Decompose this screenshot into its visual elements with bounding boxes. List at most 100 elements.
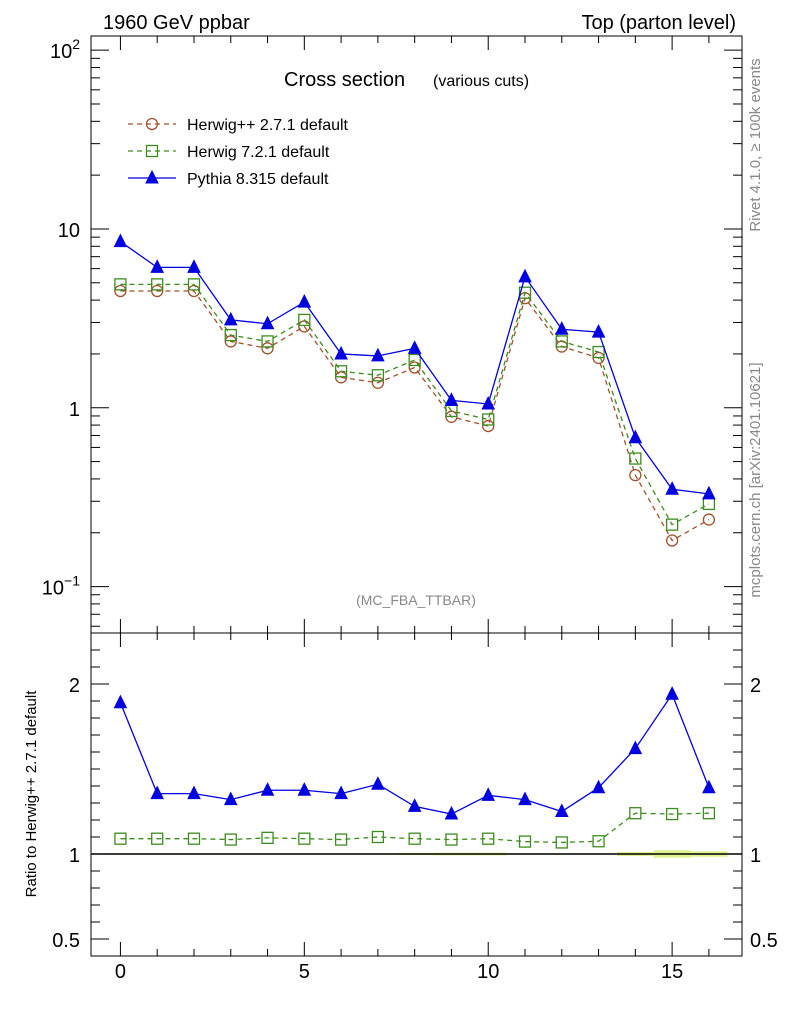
main-series-line-0 (120, 290, 710, 542)
main-series-1-point (482, 413, 495, 426)
main-series-0-point (702, 513, 716, 526)
main-y-tick-label: 10 (58, 220, 80, 242)
main-series-0-point (151, 284, 164, 298)
ratio-y-tick-label-left: 0.5 (52, 930, 80, 952)
ratio-series-1-point (481, 787, 496, 801)
main-series-0-point (629, 468, 642, 482)
ratio-series-0-point (665, 807, 679, 821)
ratio-series-1-point (260, 782, 275, 796)
main-series-2-point (554, 321, 569, 335)
ratio-series-0-point (702, 807, 716, 820)
main-series-2-point (297, 293, 312, 308)
main-axis-ticks: 10−1 1 10 102 (42, 36, 742, 627)
ratio-series-1-point (702, 779, 716, 794)
chart-title: Cross section (284, 69, 405, 91)
main-series-1-point (114, 278, 127, 291)
main-series-1-point (151, 278, 164, 291)
chart-subtitle: (various cuts) (433, 73, 529, 90)
main-series-2-point (518, 268, 532, 283)
main-series-1-point (371, 369, 385, 382)
ratio-series-1-point (518, 791, 532, 806)
ratio-series-1-point (187, 785, 201, 800)
ratio-series-1-point (334, 785, 348, 800)
main-series-2-point (444, 392, 459, 406)
legend-marker-0 (145, 117, 159, 131)
main-series-2-point (665, 481, 679, 495)
main-series-2-point (702, 485, 716, 500)
main-series-2-point (187, 259, 201, 273)
main-series-2-point (150, 259, 165, 273)
main-series-2-point (223, 311, 238, 326)
ratio-series-0-point (224, 833, 237, 846)
main-series-1-point (592, 345, 605, 359)
ratio-series-0-point (371, 830, 385, 844)
ratio-series-0-point (298, 832, 311, 845)
main-series-1-point (298, 313, 311, 327)
ratio-series-1-point (665, 686, 679, 700)
x-tick-label: 15 (661, 961, 683, 983)
x-tick-label: 5 (299, 961, 310, 983)
legend-marker-2 (145, 169, 159, 184)
main-series-1-point (224, 328, 237, 342)
mcplots-label: mcplots.cern.ch [arXiv:2401.10621] (747, 362, 764, 597)
ratio-series-line-1 (119, 692, 710, 815)
main-series-0-point (224, 335, 237, 348)
rivet-version-label: Rivet 4.1.0, ≥ 100k events (747, 58, 764, 231)
ratio-series-1-point (628, 740, 643, 755)
ratio-series-0-point (445, 833, 458, 846)
legend-label-2: Pythia 8.315 default (187, 171, 329, 188)
ratio-series-1-point (554, 803, 569, 817)
main-series-2-point (334, 345, 348, 360)
ratio-series-0-point (518, 835, 532, 848)
x-tick-label: 10 (477, 961, 499, 983)
ratio-series-1-point (591, 779, 606, 794)
main-series-2-point (260, 315, 275, 330)
ratio-series-line-0 (120, 812, 709, 844)
legend-marker-1 (145, 144, 159, 158)
main-series-1-point (518, 286, 532, 299)
ratio-series-0-point (629, 807, 642, 820)
main-series-0-point (114, 284, 127, 298)
ratio-series-0-point (555, 836, 568, 849)
main-series-1-point (187, 278, 201, 291)
ratio-y-tick-label-right: 2 (750, 675, 761, 697)
main-series-0-point (665, 534, 679, 547)
legend: Herwig++ 2.7.1 default Herwig 7.2.1 defau… (128, 117, 349, 188)
ratio-series-1-point (444, 805, 459, 820)
ratio-series-0-point (114, 832, 127, 845)
main-series-2-point (371, 347, 385, 362)
main-series-2-point (481, 395, 496, 410)
ratio-series-0-point (408, 832, 421, 845)
main-series-1-point (334, 365, 348, 378)
main-y-tick-label: 1 (69, 399, 80, 421)
legend-label-1: Herwig 7.2.1 default (187, 144, 330, 161)
ratio-series-1-point (113, 694, 128, 709)
ratio-y-tick-label-right: 1 (750, 845, 761, 867)
main-series-2-point (407, 340, 422, 354)
analysis-watermark: (MC_FBA_TTBAR) (356, 592, 476, 608)
ratio-y-tick-label-right: 0.5 (750, 930, 778, 952)
main-y-tick-label: 10−1 (42, 573, 80, 600)
ratio-series-1-point (407, 798, 422, 812)
main-series-0-point (371, 376, 385, 389)
header-right-label: Top (parton level) (581, 12, 736, 34)
main-series-0-point (408, 361, 421, 374)
ratio-y-tick-label-left: 2 (69, 675, 80, 697)
main-series-1-point (555, 335, 568, 348)
ratio-series-0-point (334, 833, 348, 846)
header-left-label: 1960 GeV ppbar (103, 12, 250, 34)
main-series-1-point (408, 353, 421, 367)
main-series-2-point (628, 429, 643, 444)
ratio-plot-frame (90, 632, 743, 957)
ratio-series-1-point (150, 785, 165, 800)
ratio-series-0-point (261, 831, 274, 844)
ratio-series-0-point (482, 832, 495, 845)
main-series-2-point (591, 323, 606, 338)
ratio-axis-ticks: 0.5 0.5 1 1 2 2 (52, 649, 778, 952)
ratio-series-1-point (371, 776, 385, 790)
ratio-series-0-point (187, 832, 201, 845)
main-series-1-point (261, 335, 274, 348)
main-series-2-point (113, 233, 128, 248)
main-series-1-point (629, 452, 642, 465)
